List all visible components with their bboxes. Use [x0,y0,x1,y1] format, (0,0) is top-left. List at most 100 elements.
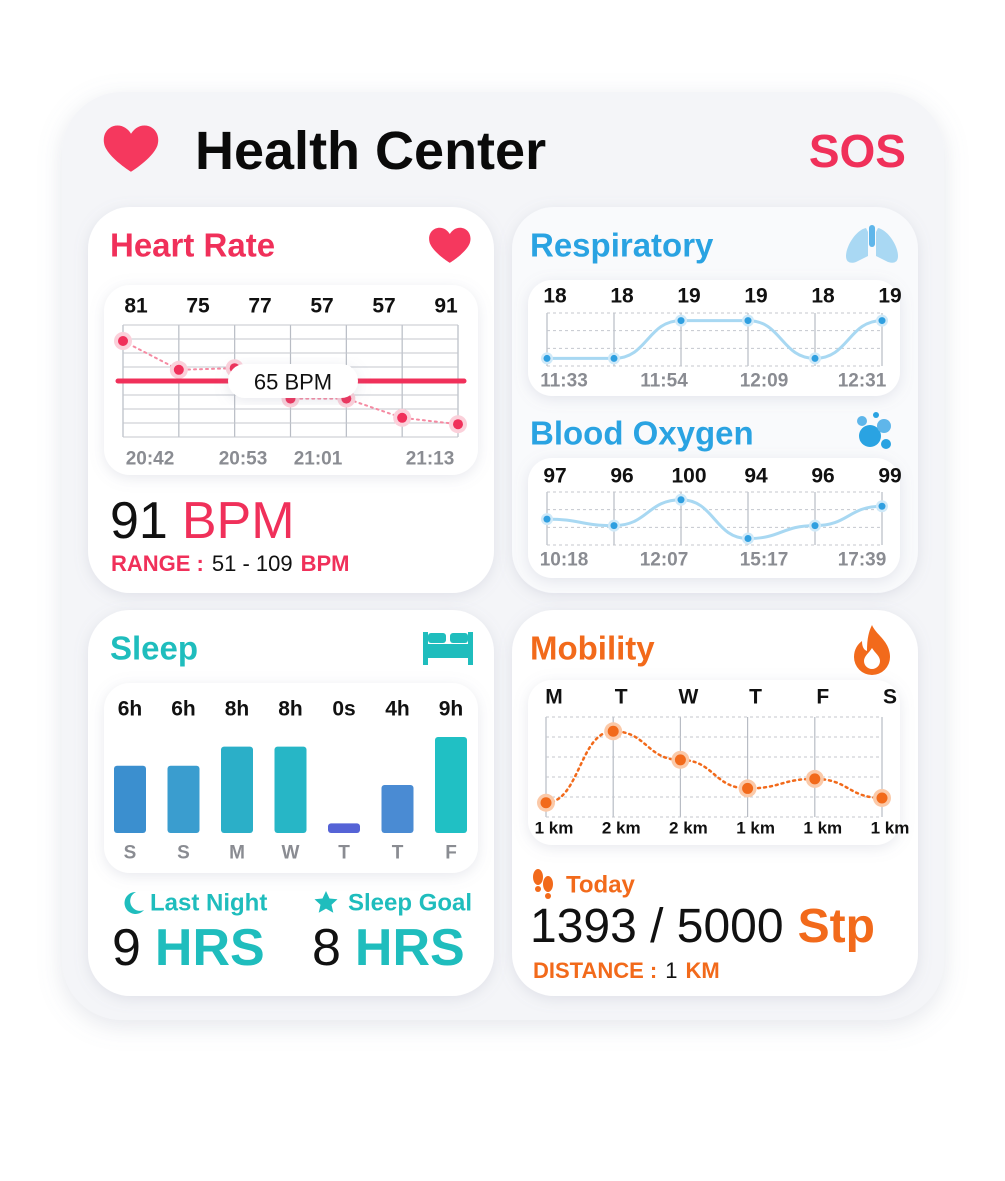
sleep-goal-unit: HRS [355,919,465,977]
data-point [811,354,819,362]
average-pill [228,364,358,398]
data-point [878,502,886,510]
moon-icon [124,891,144,914]
card-title: Blood Oxygen [530,415,754,452]
data-point [742,782,754,794]
steps-icon [533,869,553,899]
value-label: 18 [610,285,634,308]
card-title: Mobility [530,630,655,667]
last-night: 9 HRS [112,919,265,977]
bar [221,746,253,833]
x-tick-label: F [816,686,829,709]
reading-label: 75 [186,295,210,318]
value-label: 2 km [669,819,708,838]
value-label: 18 [811,285,835,308]
x-tick-label: 21:13 [406,449,455,470]
x-tick-label: 11:33 [540,371,588,392]
last-night-value: 9 [112,919,141,977]
reading-label: 57 [372,295,395,318]
current-rate: 91 BPM [110,492,295,550]
bar [114,765,146,833]
x-tick-label: T [749,686,762,709]
oxygen-icon [857,412,891,449]
range-label: RANGE : [111,551,204,576]
distance-value: 1 [665,958,677,983]
flame-icon-inner [864,648,880,669]
x-tick-label: M [229,843,245,864]
x-tick-label: 11:54 [640,371,688,392]
data-point [677,496,685,504]
x-tick-label: T [392,843,404,864]
x-tick-label: 21:01 [294,449,343,470]
data-point [677,317,685,325]
bar [274,746,307,833]
x-tick-label: S [124,843,137,864]
value-label: 19 [677,285,700,308]
data-point [744,317,752,325]
x-tick-label: M [545,686,563,709]
steps-value: 1393 / 5000 [530,900,784,953]
x-tick-label: S [883,686,897,709]
data-point [878,317,886,325]
data-point [543,515,551,523]
x-tick-label: 12:07 [640,550,689,571]
value-label: 94 [744,465,768,488]
respiratory-chart-panel [528,280,900,396]
x-tick-label: W [282,843,300,864]
x-tick-label: 17:39 [838,550,887,571]
range-value: 51 - 109 [212,551,293,576]
data-point [118,336,128,346]
steps: 1393 / 5000 Stp [530,900,875,953]
card-title: Sleep [110,630,198,667]
value-label: 9h [439,698,464,721]
x-tick-label: F [445,843,457,864]
bar [381,785,414,833]
sleep-goal-label: Sleep Goal [348,890,472,917]
distance: DISTANCE : 1 KM [533,958,720,983]
sleep-goal-value: 8 [312,919,341,977]
x-tick-label: 20:53 [219,449,268,470]
steps-unit: Stp [798,900,875,953]
value-label: 1 km [736,819,775,838]
today-label: Today [566,872,636,899]
card-title: Respiratory [530,227,714,264]
x-tick-label: 20:42 [126,449,175,470]
data-point [811,522,819,530]
value-label: 2 km [602,819,641,838]
value-label: 4h [385,698,410,721]
value-label: 96 [610,465,633,488]
average-label: 65 BPM [254,370,332,395]
value-label: 99 [878,465,901,488]
x-tick-label: T [615,686,628,709]
last-night-label: Last Night [150,890,267,917]
data-point [610,354,618,362]
x-tick-label: 10:18 [540,550,589,571]
card-title: Heart Rate [110,227,275,264]
range: RANGE : 51 - 109 BPM [111,551,350,576]
current-unit: BPM [182,492,295,550]
lungs-icon [846,225,898,263]
data-point [876,792,888,804]
data-point [610,522,618,530]
data-point [809,773,821,785]
bar [167,765,200,833]
last-night-unit: HRS [155,919,265,977]
value-label: 1 km [535,819,574,838]
data-point [744,535,752,543]
distance-label: DISTANCE : [533,958,657,983]
bed-icon [423,632,473,665]
data-point [397,412,408,423]
x-tick-label: 15:17 [740,550,789,571]
range-unit: BPM [301,551,350,576]
heart-icon [103,125,159,172]
value-label: 1 km [871,819,910,838]
current-value: 91 [110,492,168,550]
value-label: 19 [878,285,901,308]
value-label: 1 km [803,819,842,838]
x-tick-label: 12:09 [740,371,789,392]
x-tick-label: 12:31 [838,371,887,392]
value-label: 0s [332,698,355,721]
heart-icon [429,227,471,263]
sos-button[interactable]: SOS [809,125,906,177]
